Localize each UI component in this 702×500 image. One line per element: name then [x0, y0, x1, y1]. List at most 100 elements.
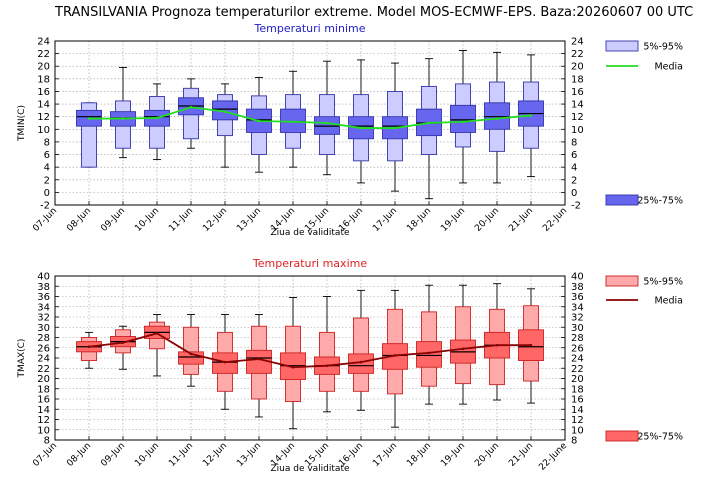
y-tick-label-right: 36 [571, 292, 584, 303]
box-p25-p75 [314, 116, 340, 135]
x-tick-label: 11-Jun [167, 441, 195, 469]
mean-point [325, 364, 329, 367]
mean-point [189, 105, 193, 109]
y-tick-label-right: 14 [571, 405, 584, 416]
y-tick-label-left: 18 [37, 74, 50, 85]
box-15-Jun [314, 60, 340, 176]
mean-point [291, 365, 295, 369]
x-tick-label: 13-Jun [235, 441, 263, 469]
y-tick-label-left: 28 [37, 333, 50, 344]
box-16-Jun [348, 59, 374, 184]
mean-point [223, 110, 227, 113]
box-14-Jun [280, 70, 306, 168]
y-tick-label-left: 8 [44, 137, 50, 148]
mean-point [155, 332, 159, 335]
y-tick-label-left: 14 [37, 405, 50, 416]
mean-point [359, 126, 363, 130]
y-tick-label-left: 6 [44, 150, 50, 161]
y-tick-label-right: 32 [571, 313, 584, 324]
y-tick-label-left: 30 [37, 323, 50, 334]
y-tick-label-right: 10 [571, 125, 584, 136]
y-tick-label-left: 32 [37, 313, 50, 324]
box-14-Jun [280, 297, 306, 430]
y-tick-label-right: 22 [571, 49, 584, 60]
y-tick-label-right: 34 [571, 302, 584, 313]
y-tick-label-left: 20 [37, 62, 50, 73]
mean-point [427, 121, 431, 125]
y-tick-label-left: 26 [37, 343, 50, 354]
y-tick-label-left: 38 [37, 282, 50, 293]
mean-point [291, 120, 295, 124]
box-10-Jun [144, 313, 170, 377]
mean-point [121, 117, 125, 120]
box-13-Jun [246, 77, 272, 173]
y-tick-label-left: 10 [37, 425, 50, 436]
mean-point [495, 117, 499, 120]
x-tick-label: 08-Jun [65, 441, 93, 469]
y-tick-label-right: 12 [571, 112, 584, 123]
x-axis-label: Ziua de validitate [270, 228, 349, 238]
y-tick-label-left: 40 [37, 272, 50, 283]
x-tick-label: 18-Jun [405, 441, 433, 469]
y-tick-label-right: 38 [571, 282, 584, 293]
y-tick-label-left: 22 [37, 364, 50, 375]
y-tick-label-right: 16 [571, 395, 584, 406]
x-tick-label: 18-Jun [405, 206, 433, 234]
legend-swatch-outer [605, 275, 639, 287]
mean-point [461, 347, 465, 351]
y-tick-label-right: 30 [571, 323, 584, 334]
y-tick-label-left: 14 [37, 100, 50, 111]
y-tick-label-left: 12 [37, 415, 50, 426]
x-tick-label: 22-June [537, 441, 569, 473]
y-tick-label-right: 28 [571, 333, 584, 344]
legend-tmax: 5%-95% Media 25%-75% [605, 275, 683, 443]
figure-title: TRANSILVANIA Prognoza temperaturilor ext… [54, 5, 693, 20]
y-tick-label-right: 18 [571, 384, 584, 395]
x-tick-label: 11-Jun [167, 206, 195, 234]
y-tick-label-right: 16 [571, 87, 584, 98]
mean-point [87, 117, 91, 120]
y-tick-label-left: 24 [37, 37, 50, 48]
box-16-Jun [348, 289, 374, 411]
mean-point [155, 116, 159, 120]
legend-label-outer: 5%-95% [643, 42, 683, 53]
mean-point [359, 360, 363, 364]
x-tick-label: 12-Jun [201, 441, 229, 469]
mean-point [393, 354, 397, 357]
box-20-Jun [484, 51, 510, 184]
y-tick-label-left: 36 [37, 292, 50, 303]
y-tick-label-left: 12 [37, 112, 50, 123]
y-tick-label-right: 24 [571, 354, 584, 365]
mean-point [121, 341, 125, 344]
y-tick-label-right: 24 [571, 37, 584, 48]
y-tick-label-left: 18 [37, 384, 50, 395]
box-10-Jun [144, 83, 170, 161]
box-11-Jun [178, 78, 204, 149]
x-tick-label: 13-Jun [235, 206, 263, 234]
x-tick-label: 10-Jun [133, 441, 161, 469]
x-tick-label: 10-Jun [133, 206, 161, 234]
y-tick-label-left: 22 [37, 49, 50, 60]
mean-point [257, 119, 261, 123]
mean-line [89, 106, 532, 129]
y-tick-label-left: 20 [37, 374, 50, 385]
legend-label-inner: 25%-75% [637, 432, 683, 443]
y-tick-label-right: 14 [571, 100, 584, 111]
y-tick-label-right: 22 [571, 364, 584, 375]
x-tick-label: 19-Jun [439, 441, 467, 469]
y-tick-label-right: 26 [571, 343, 584, 354]
box-17-Jun [382, 289, 408, 428]
box-p25-p75 [484, 102, 510, 130]
x-tick-label: 21-Jun [507, 206, 535, 234]
mean-point [427, 351, 431, 355]
box-18-Jun [416, 58, 442, 200]
legend-swatch-inner [605, 194, 639, 206]
x-tick-label: 17-Jun [371, 441, 399, 469]
y-tick-label-right: 2 [571, 175, 577, 186]
y-tick-label-right: 6 [571, 150, 577, 161]
box-19-Jun [450, 284, 476, 405]
legend-label-mean: Media [654, 62, 683, 73]
mean-point [325, 121, 329, 125]
